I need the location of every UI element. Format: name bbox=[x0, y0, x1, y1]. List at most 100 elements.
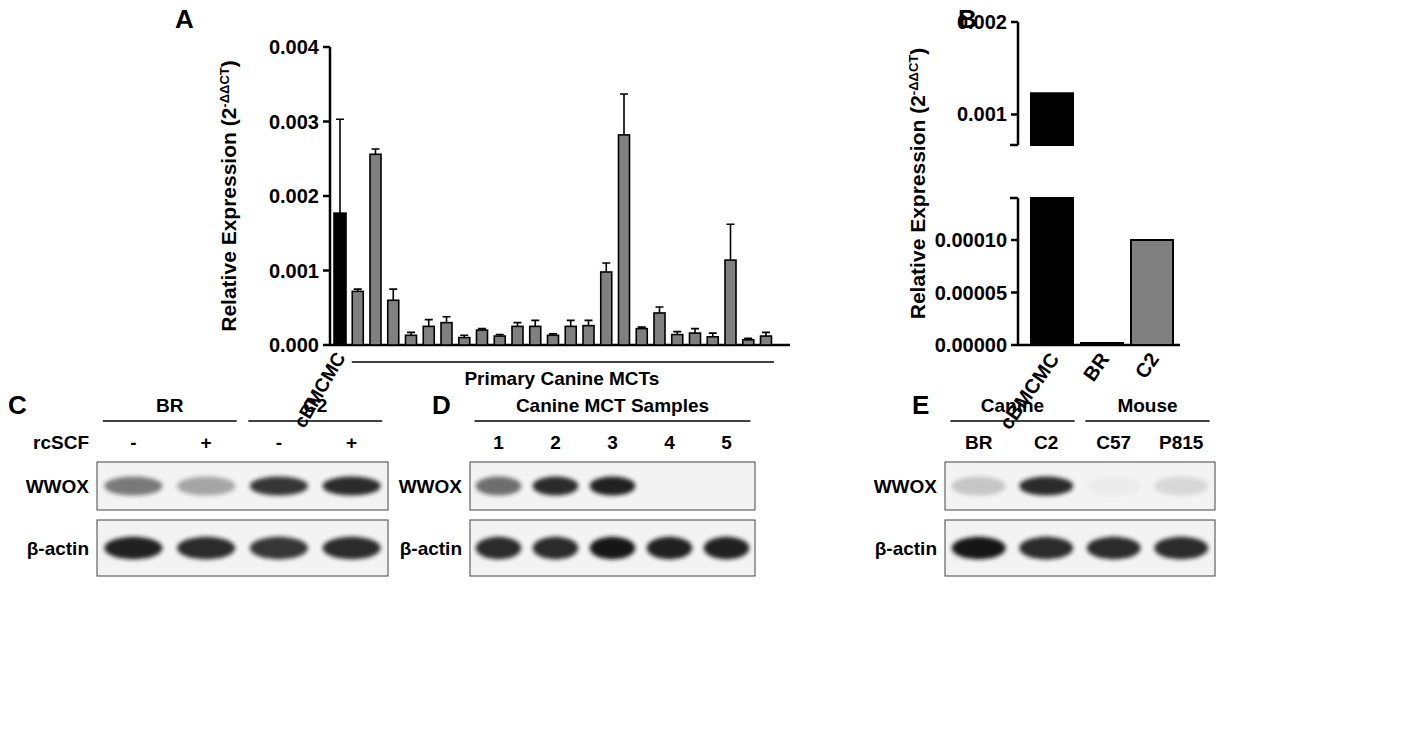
error-bar bbox=[744, 338, 752, 339]
y-tick-label: 0.001 bbox=[269, 260, 319, 282]
group-line bbox=[950, 420, 1074, 422]
y-tick bbox=[323, 120, 330, 123]
x-tick-label: C2 bbox=[1131, 349, 1164, 383]
bar bbox=[1081, 343, 1123, 345]
y-tick bbox=[1011, 344, 1018, 347]
lane-label: BR bbox=[965, 432, 993, 453]
row-label: WWOX bbox=[399, 476, 463, 497]
lane-label: + bbox=[201, 432, 212, 453]
y-tick-label: 0.00000 bbox=[935, 334, 1007, 356]
blot-strip bbox=[97, 462, 388, 510]
band bbox=[323, 476, 381, 495]
group-line bbox=[103, 420, 237, 422]
bar bbox=[1131, 240, 1173, 345]
y-tick-label: 0.004 bbox=[269, 36, 320, 58]
bar bbox=[548, 335, 559, 345]
y-axis-label-text: Relative Expression (2 bbox=[217, 108, 240, 332]
group-label: Canine MCT Samples bbox=[516, 395, 709, 416]
error-bar bbox=[425, 320, 433, 327]
band bbox=[533, 476, 579, 495]
band bbox=[647, 537, 693, 559]
lane-label: C2 bbox=[1034, 432, 1058, 453]
bar bbox=[743, 340, 754, 345]
lane-label: + bbox=[346, 432, 357, 453]
bar bbox=[477, 330, 488, 345]
error-bar bbox=[514, 323, 522, 327]
lane-label: C57 bbox=[1096, 432, 1131, 453]
y-tick-label: 0.00010 bbox=[935, 229, 1007, 251]
band bbox=[704, 537, 750, 559]
error-bar bbox=[585, 320, 593, 325]
band bbox=[104, 537, 162, 559]
x-tick-label: BR bbox=[1079, 348, 1114, 385]
bar bbox=[601, 272, 612, 345]
y-tick bbox=[1011, 291, 1018, 294]
error-bar bbox=[567, 320, 575, 326]
panel-title: C bbox=[8, 390, 27, 420]
error-bar bbox=[638, 327, 646, 328]
bar bbox=[406, 335, 417, 345]
bar bbox=[423, 326, 434, 345]
lane-label: - bbox=[130, 432, 136, 453]
panel-title: A bbox=[175, 4, 194, 34]
y-tick-label: 0.003 bbox=[269, 111, 319, 133]
error-bar bbox=[354, 289, 362, 291]
bar bbox=[530, 326, 541, 345]
y-tick-label: 0.002 bbox=[269, 185, 319, 207]
bar bbox=[1031, 93, 1073, 345]
bar bbox=[370, 154, 381, 345]
error-bar bbox=[478, 329, 486, 330]
y-axis-label-superscript: -ΔΔCT bbox=[217, 67, 232, 107]
band bbox=[1019, 537, 1073, 559]
bar bbox=[619, 135, 630, 345]
bar bbox=[707, 337, 718, 345]
bar bbox=[388, 300, 399, 345]
band bbox=[590, 476, 636, 495]
bar bbox=[672, 335, 683, 345]
lane-label: 4 bbox=[664, 432, 675, 453]
background bbox=[0, 0, 1418, 732]
y-axis-label-text: Relative Expression (2 bbox=[906, 95, 929, 319]
error-bar bbox=[549, 334, 557, 335]
figure: ARelative Expression (2-ΔΔCT)0.0000.0010… bbox=[0, 0, 1418, 732]
bar bbox=[583, 326, 594, 345]
y-tick bbox=[1011, 113, 1018, 116]
error-bar bbox=[691, 329, 699, 333]
band bbox=[952, 476, 1006, 495]
band bbox=[952, 537, 1006, 559]
y-tick-label: 0.000 bbox=[269, 334, 319, 356]
error-bar bbox=[460, 335, 468, 337]
error-bar bbox=[709, 333, 717, 337]
band bbox=[177, 476, 235, 495]
blot-strip bbox=[470, 462, 755, 510]
y-tick bbox=[323, 46, 330, 49]
band bbox=[1087, 537, 1141, 559]
x-tick-label: cBMCMC bbox=[290, 348, 350, 431]
blot-strip bbox=[945, 520, 1215, 576]
group-line bbox=[248, 420, 382, 422]
group-label: C2 bbox=[303, 395, 327, 416]
blot-strip bbox=[470, 520, 755, 576]
error-bar bbox=[496, 335, 504, 336]
band bbox=[250, 537, 308, 559]
bar bbox=[512, 326, 523, 345]
band bbox=[250, 476, 308, 495]
y-tick-label: 0.002 bbox=[957, 11, 1007, 33]
error-bar bbox=[620, 94, 628, 135]
y-axis bbox=[1017, 22, 1020, 345]
band bbox=[104, 476, 162, 495]
row-label: β-actin bbox=[27, 538, 89, 559]
error-bar bbox=[727, 224, 735, 260]
error-bar bbox=[762, 332, 770, 336]
y-tick bbox=[323, 195, 330, 198]
y-axis-label: Relative Expression (2-ΔΔCT) bbox=[217, 60, 241, 331]
band bbox=[1154, 537, 1208, 559]
y-axis-label-superscript: -ΔΔCT bbox=[906, 55, 921, 95]
y-tick bbox=[323, 344, 330, 347]
band bbox=[590, 537, 636, 559]
bar bbox=[565, 326, 576, 345]
y-axis-label-end: ) bbox=[906, 48, 929, 55]
bar bbox=[352, 291, 363, 345]
y-tick bbox=[1011, 239, 1018, 242]
error-bar bbox=[673, 332, 681, 335]
